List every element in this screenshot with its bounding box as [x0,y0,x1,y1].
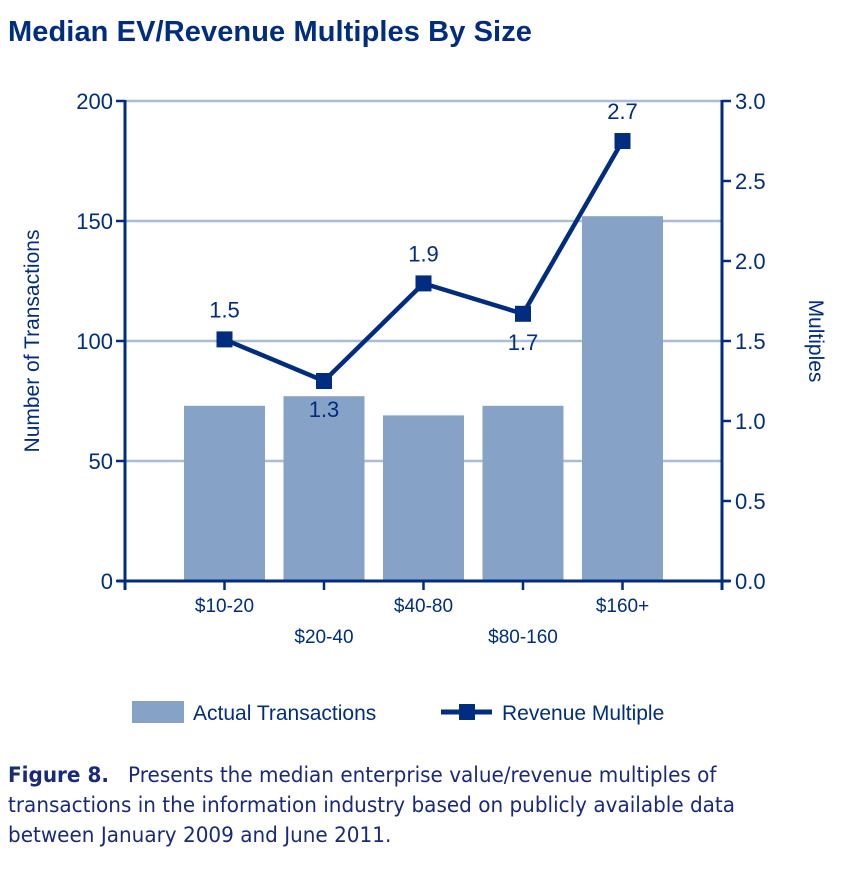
line-marker-2 [316,373,332,389]
line-marker-3 [415,275,432,292]
data-label: 1.7 [508,330,539,355]
y-tick-label-right: 0.0 [735,569,766,594]
y-tick-label-right: 1.5 [735,329,766,354]
y-axis-title-left: Number of Transactions [21,230,44,453]
legend-label-line: Revenue Multiple [502,702,664,725]
y-tick-label-right: 1.0 [735,409,766,434]
x-tick-label: $80-160 [488,627,558,648]
x-tick-label: $160+ [596,596,649,617]
data-label: 1.9 [408,241,439,266]
y-tick-label-right: 2.0 [735,249,766,274]
caption-line-2: transactions in the information industry… [8,793,736,818]
bar-5 [582,216,663,581]
bar-1 [184,405,265,581]
y-tick-label-left: 0 [101,569,113,594]
y-tick-label-right: 2.5 [735,169,766,194]
y-tick-label-right: 0.5 [735,489,766,514]
line-marker-1 [216,331,233,348]
chart: 0 50 100 150 200 0.0 0.5 1.0 1.5 2.0 2.5 3.0 $10-20 $… [21,89,827,725]
legend-label-bars: Actual Transactions [193,702,376,725]
chart-title: Median EV/Revenue Multiples By Size [8,16,533,48]
y-axis-title-right: Multiples [804,300,827,383]
x-tick-label: $40-80 [394,596,453,617]
y-tick-label-left: 200 [76,89,113,114]
bar-2 [283,396,365,581]
x-tick-label: $20-40 [294,627,353,648]
caption-line-3: between January 2009 and June 2011. [8,823,392,848]
legend-swatch-bars [132,701,184,723]
data-label: 1.5 [209,297,240,322]
data-label: 2.7 [607,99,638,124]
line-marker-4 [515,305,531,322]
caption-label: Figure 8. [8,763,109,788]
x-tick-label: $10-20 [195,596,254,617]
y-tick-label-left: 150 [76,209,113,234]
y-tick-label-left: 50 [89,449,113,474]
y-tick-label-right: 3.0 [735,89,766,114]
figure-caption: Figure 8. Presents the median enterprise… [8,761,799,851]
data-label: 1.3 [309,397,340,422]
y-tick-label-left: 100 [76,329,113,354]
bar-4 [482,405,564,581]
legend-marker-swatch [459,704,475,720]
line-marker-5 [614,133,631,149]
caption-line-1: Presents the median enterprise value/rev… [128,763,717,788]
bar-3 [383,415,464,581]
